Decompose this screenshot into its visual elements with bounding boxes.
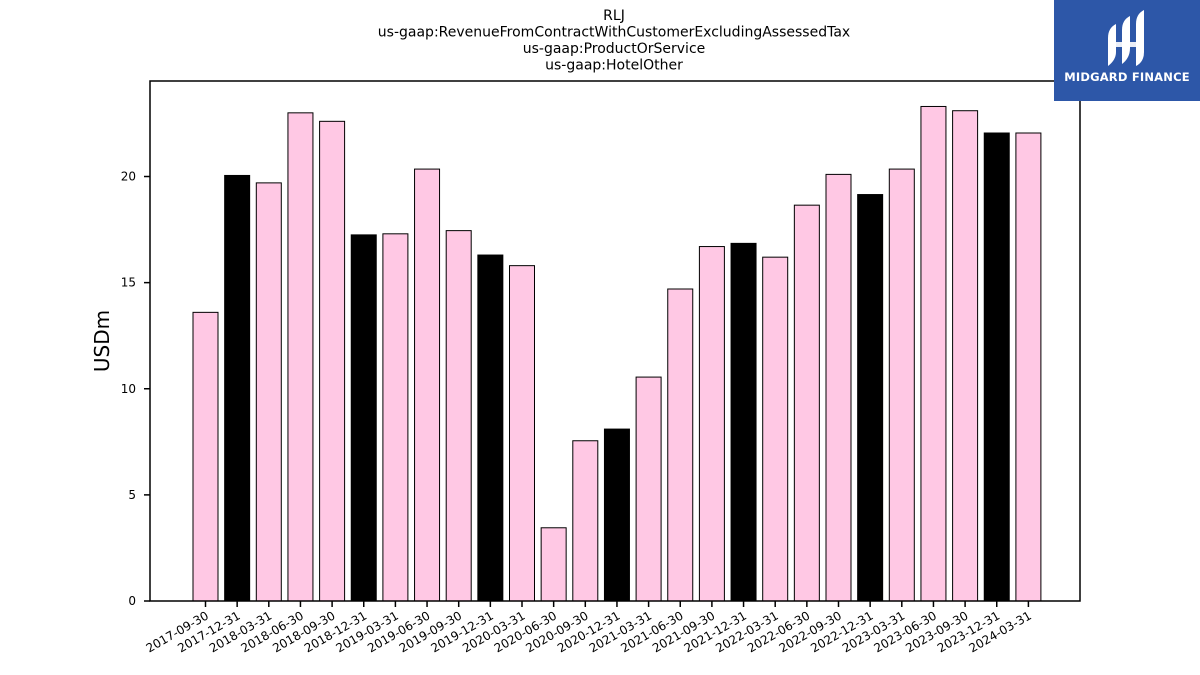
bar [920, 105, 947, 602]
y-axis-ticks: 0 5 10 15 20 [121, 170, 150, 608]
chart-title-line: RLJ [603, 8, 625, 24]
y-tick-label: 10 [121, 382, 136, 396]
bar [287, 112, 314, 602]
logo-text: MIDGARD FINANCE [1064, 70, 1190, 84]
y-tick-label: 0 [128, 594, 136, 608]
chart-title-line: us-gaap:ProductOrService [523, 41, 706, 57]
bar [1015, 132, 1042, 602]
bar [730, 242, 757, 602]
bar [983, 132, 1010, 602]
bar [414, 168, 441, 602]
bar [698, 246, 725, 602]
bar [825, 173, 852, 602]
bar [382, 233, 409, 602]
chart-title: RLJus-gaap:RevenueFromContractWithCustom… [378, 8, 850, 74]
bar [192, 311, 219, 602]
y-axis-label: USDm [90, 310, 114, 372]
bar [603, 428, 630, 602]
chart-title-line: us-gaap:RevenueFromContractWithCustomerE… [378, 25, 850, 41]
bar [255, 182, 282, 602]
bar [952, 110, 979, 602]
bar [857, 194, 884, 602]
bar [350, 234, 377, 602]
bar [319, 120, 346, 602]
y-tick-label: 20 [121, 170, 136, 184]
midgard-finance-logo: MIDGARD FINANCE [1054, 0, 1200, 101]
bar [477, 254, 504, 602]
plot-frame [149, 80, 1081, 602]
x-axis-ticks: 2017-09-302017-12-312018-03-312018-06-30… [144, 601, 1034, 655]
midgard-logo-icon [1108, 10, 1144, 66]
bar [762, 256, 789, 602]
bar [635, 376, 662, 602]
bar [224, 174, 251, 602]
chart-title-line: us-gaap:HotelOther [545, 58, 683, 74]
bar [793, 204, 820, 602]
y-tick-label: 15 [121, 276, 136, 290]
bar [572, 440, 599, 602]
bar [540, 527, 567, 602]
bar [888, 168, 915, 602]
bar [445, 230, 472, 602]
bars [192, 105, 1042, 602]
y-tick-label: 5 [128, 488, 136, 502]
bar [509, 265, 535, 602]
axes [149, 80, 1081, 602]
bar [667, 288, 694, 602]
